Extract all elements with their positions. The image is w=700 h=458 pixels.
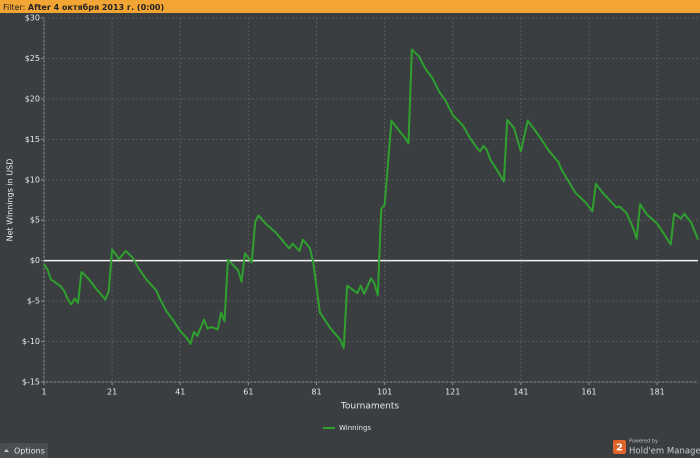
x-tick-label: 81 (311, 388, 321, 397)
brand: Hold'em Manager (629, 447, 700, 457)
x-tick-label: 1 (41, 388, 46, 397)
options-button[interactable]: Options (0, 443, 48, 458)
logo-number: 2 (616, 443, 623, 454)
filter-value: After 4 октября 2013 г. (0:00) (28, 2, 164, 12)
filter-text: Filter: After 4 октября 2013 г. (0:00) (3, 2, 164, 12)
x-tick-label: 181 (649, 388, 664, 397)
x-tick-label: 161 (581, 388, 596, 397)
logo-badge (613, 440, 626, 454)
powered-by: Powered by (629, 439, 658, 445)
y-tick-label: $15 (25, 135, 40, 144)
options-bg[interactable] (0, 443, 48, 458)
y-axis-label: Net Winnings in USD (6, 159, 15, 242)
series-line (43, 48, 699, 350)
x-axis-label: Tournaments (340, 402, 399, 412)
x-tick-label: 101 (377, 388, 392, 397)
y-tick-label: $-10 (22, 337, 40, 346)
y-tick-label: $5 (30, 216, 40, 225)
x-tick-label: 41 (175, 388, 185, 397)
y-tick-label: $10 (25, 175, 40, 184)
y-tick-label: $25 (25, 54, 40, 63)
x-tick-label: 61 (243, 388, 253, 397)
filter-bar (0, 0, 700, 13)
y-tick-label: $0 (30, 256, 40, 265)
filter-label: Filter: (3, 3, 25, 12)
y-tick-label: $-15 (22, 378, 40, 387)
y-tick-label: $-5 (27, 297, 40, 306)
options-arrow[interactable] (4, 449, 9, 452)
x-tick-label: 121 (445, 388, 460, 397)
y-tick-label: $20 (25, 94, 40, 103)
x-tick-label: 21 (107, 388, 117, 397)
legend-label: Winnings (339, 424, 371, 432)
y-tick-label: $30 (25, 14, 40, 23)
options-label[interactable]: Options (14, 447, 45, 456)
x-tick-label: 141 (513, 388, 528, 397)
